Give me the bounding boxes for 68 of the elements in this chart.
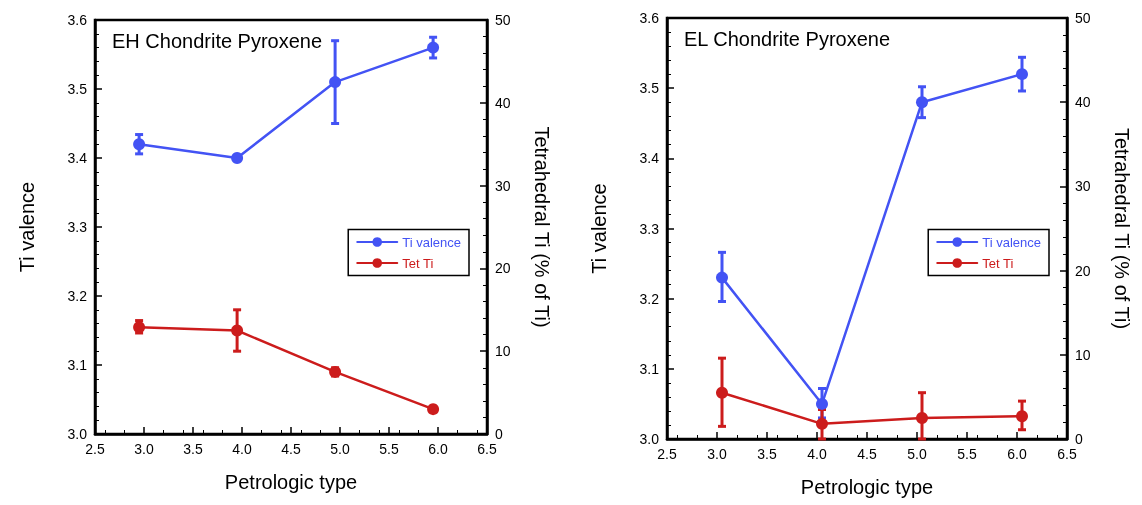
- x-axis-title: Petrologic type: [224, 471, 358, 493]
- point: [716, 271, 728, 284]
- x-tick-label: 3.0: [134, 441, 154, 457]
- legend-label: Tet Ti: [982, 255, 1014, 271]
- y2-tick-label: 20: [495, 260, 511, 277]
- y2-tick-label: 10: [1075, 346, 1091, 363]
- y2-tick-label: 0: [495, 426, 503, 442]
- y2-tick-label: 40: [495, 94, 511, 111]
- x-tick-label: 2.5: [85, 441, 105, 457]
- point: [329, 76, 342, 89]
- y-tick-label: 3.1: [67, 357, 88, 373]
- point: [231, 324, 244, 337]
- point: [716, 386, 728, 399]
- y2-tick-label: 20: [1075, 262, 1091, 279]
- y-tick-label: 3.0: [639, 431, 660, 447]
- y-tick-label: 3.4: [639, 150, 660, 167]
- y2-tick-label: 30: [495, 177, 511, 194]
- point: [916, 96, 928, 109]
- y-tick-label: 3.0: [67, 426, 88, 442]
- point: [427, 41, 440, 54]
- y-tick-label: 3.2: [639, 290, 660, 307]
- x-tick-label: 3.0: [707, 446, 727, 462]
- point: [1016, 410, 1028, 423]
- y2-tick-label: 40: [1075, 94, 1091, 111]
- x-tick-label: 6.0: [1007, 446, 1027, 462]
- x-tick-label: 6.5: [1057, 446, 1077, 462]
- y-axis-title: Ti valence: [588, 183, 610, 274]
- x-tick-label: 5.5: [379, 441, 399, 457]
- x-tick-label: 5.0: [330, 441, 350, 457]
- x-tick-label: 6.0: [428, 441, 448, 457]
- y-tick-label: 3.1: [639, 360, 660, 377]
- point: [427, 403, 440, 416]
- x-tick-label: 5.5: [957, 446, 977, 462]
- point: [916, 411, 928, 424]
- x-tick-label: 3.5: [183, 441, 203, 457]
- y-tick-label: 3.5: [639, 80, 660, 97]
- x-tick-label: 2.5: [657, 446, 677, 462]
- x-tick-label: 4.5: [857, 446, 877, 462]
- y-tick-label: 3.6: [639, 10, 660, 26]
- y-tick-label: 3.3: [639, 220, 660, 237]
- y2-tick-label: 10: [495, 343, 511, 360]
- legend-label: Ti valence: [402, 234, 462, 250]
- x-tick-label: 5.0: [907, 446, 927, 462]
- y-axis-title: Ti valence: [16, 181, 38, 273]
- x-tick-label: 4.0: [232, 441, 252, 457]
- y2-tick-label: 50: [1075, 10, 1091, 26]
- y2-tick-label: 0: [1075, 431, 1083, 447]
- x-tick-label: 4.0: [807, 446, 827, 462]
- y-tick-label: 3.3: [67, 219, 88, 235]
- point: [231, 152, 244, 164]
- y-tick-label: 3.2: [67, 288, 88, 304]
- x-tick-label: 3.5: [757, 446, 777, 462]
- y-tick-label: 3.4: [67, 150, 88, 166]
- legend-label: Tet Ti: [402, 255, 434, 271]
- y2-axis-title: Tetrahedral Ti (% of Ti): [531, 126, 553, 328]
- x-tick-label: 6.5: [477, 441, 497, 457]
- point: [133, 138, 146, 151]
- text: EL Chondrite Pyroxene: [684, 28, 891, 50]
- y-tick-label: 3.6: [67, 12, 88, 28]
- y2-axis-title: Tetrahedral Ti (% of Ti): [1111, 127, 1133, 330]
- x-axis-title: Petrologic type: [800, 476, 934, 498]
- x-tick-label: 4.5: [281, 441, 301, 457]
- y2-tick-label: 50: [495, 12, 511, 28]
- y-tick-label: 3.5: [67, 81, 88, 97]
- point: [1016, 68, 1028, 81]
- legend-label: Ti valence: [982, 234, 1042, 250]
- y2-tick-label: 30: [1075, 178, 1091, 195]
- text: EH Chondrite Pyroxene: [112, 30, 323, 52]
